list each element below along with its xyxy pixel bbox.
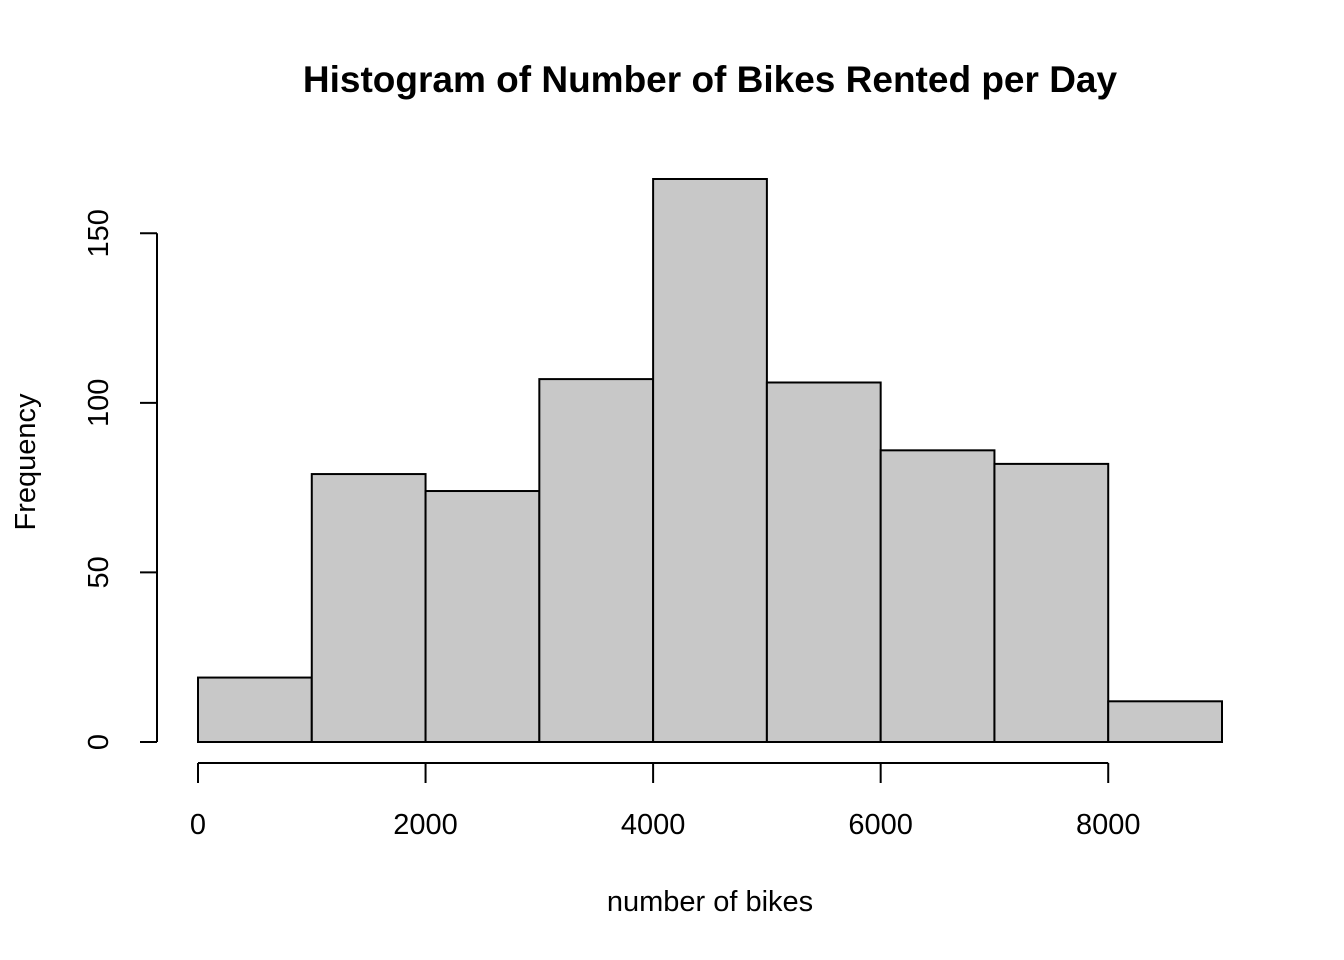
- x-tick-label: 6000: [848, 809, 913, 841]
- x-axis: 0 2000 4000 6000 8000: [190, 762, 1141, 841]
- histogram-bar: [197, 676, 313, 743]
- histogram-bar: [993, 462, 1110, 743]
- chart-title: Histogram of Number of Bikes Rented per …: [303, 59, 1118, 100]
- x-tick-label: 0: [190, 809, 206, 841]
- y-tick-label: 50: [83, 556, 115, 588]
- x-tick-label: 2000: [393, 809, 458, 841]
- y-axis: 0 50 100 150: [83, 209, 158, 750]
- histogram-bar: [310, 473, 427, 743]
- x-tick-label: 4000: [621, 809, 686, 841]
- histogram-bars: [197, 178, 1223, 744]
- histogram-bar: [879, 449, 996, 743]
- y-tick-label: 100: [83, 379, 115, 427]
- histogram-bar: [1107, 700, 1223, 744]
- histogram-bar: [538, 378, 655, 743]
- histogram-bar: [765, 381, 882, 743]
- y-axis-label: Frequency: [10, 393, 42, 531]
- x-tick-label: 8000: [1076, 809, 1141, 841]
- y-tick-label: 0: [83, 734, 115, 750]
- histogram-bar: [424, 490, 541, 744]
- histogram-bar: [652, 178, 768, 743]
- x-axis-label: number of bikes: [607, 886, 813, 918]
- y-tick-label: 150: [83, 209, 115, 257]
